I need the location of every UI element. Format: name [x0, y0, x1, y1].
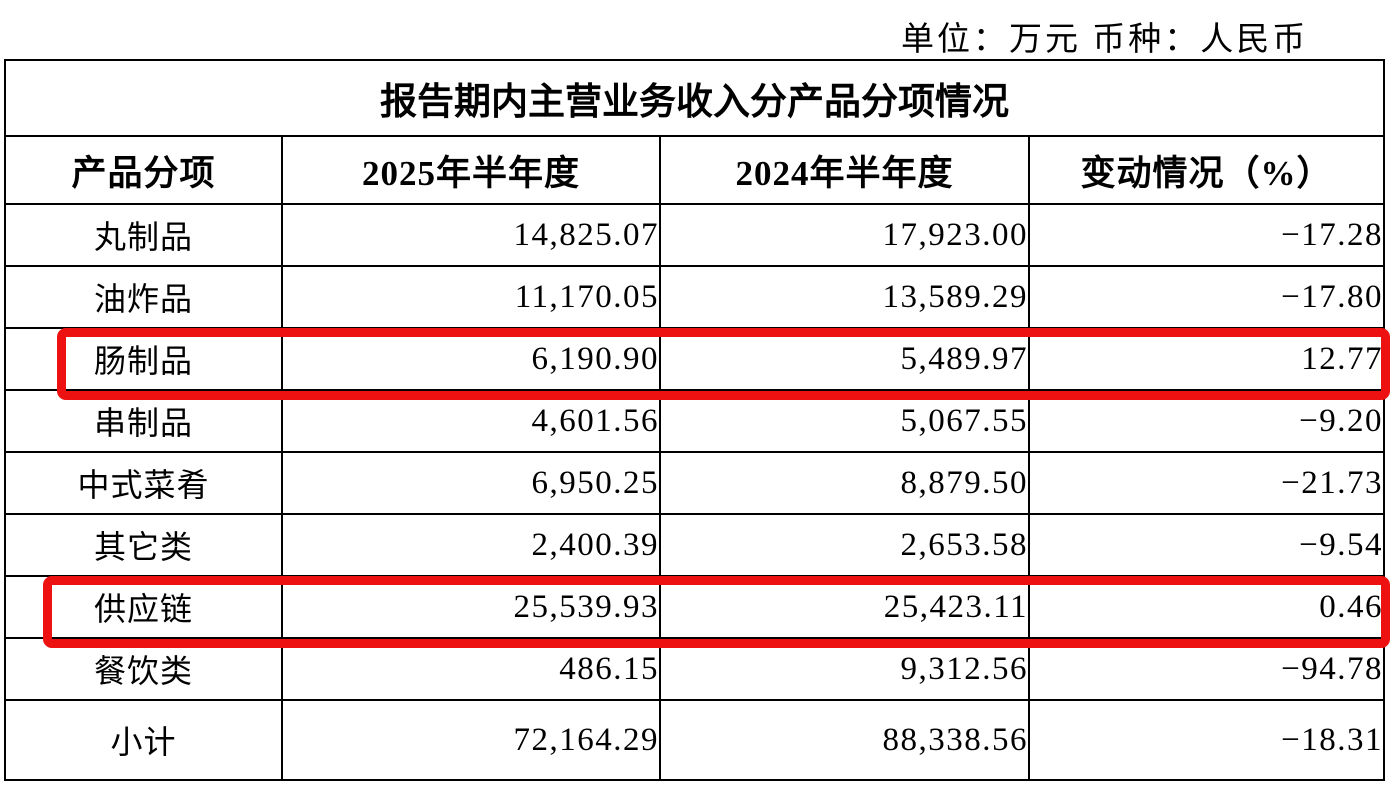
- change-cell: −17.80: [1028, 265, 1385, 329]
- change-cell: −17.28: [1028, 203, 1385, 267]
- value-2025-cell: 6,950.25: [281, 451, 661, 515]
- table-row: 串制品 4,601.56 5,067.55 −9.20: [4, 389, 1385, 453]
- value-2025-cell: 72,164.29: [281, 699, 661, 781]
- product-name-cell: 肠制品: [4, 327, 283, 391]
- product-name-cell: 其它类: [4, 513, 283, 577]
- value-2024-cell: 5,489.97: [659, 327, 1030, 391]
- change-cell: −18.31: [1028, 699, 1385, 781]
- product-name-cell: 串制品: [4, 389, 283, 453]
- value-2024-cell: 2,653.58: [659, 513, 1030, 577]
- change-cell: −21.73: [1028, 451, 1385, 515]
- table-header-row: 产品分项 2025年半年度 2024年半年度 变动情况（%）: [4, 135, 1385, 205]
- table-row: 中式菜肴 6,950.25 8,879.50 −21.73: [4, 451, 1385, 515]
- change-cell: −94.78: [1028, 637, 1385, 701]
- value-2025-cell: 6,190.90: [281, 327, 661, 391]
- unit-currency-label: 单位：万元 币种：人民币: [901, 22, 1309, 58]
- table-row: 餐饮类 486.15 9,312.56 −94.78: [4, 637, 1385, 701]
- table-row: 丸制品 14,825.07 17,923.00 −17.28: [4, 203, 1385, 267]
- table-row-highlighted: 供应链 25,539.93 25,423.11 0.46: [4, 575, 1385, 639]
- table-row-subtotal: 小计 72,164.29 88,338.56 −18.31: [4, 699, 1385, 781]
- value-2025-cell: 4,601.56: [281, 389, 661, 453]
- product-name-cell: 供应链: [4, 575, 283, 639]
- product-name-cell: 中式菜肴: [4, 451, 283, 515]
- value-2025-cell: 14,825.07: [281, 203, 661, 267]
- product-name-cell: 餐饮类: [4, 637, 283, 701]
- change-cell: −9.54: [1028, 513, 1385, 577]
- col-header-2024-half-year: 2024年半年度: [659, 135, 1030, 205]
- value-2024-cell: 88,338.56: [659, 699, 1030, 781]
- product-name-cell: 丸制品: [4, 203, 283, 267]
- table-title-row: 报告期内主营业务收入分产品分项情况: [4, 59, 1385, 137]
- value-2025-cell: 11,170.05: [281, 265, 661, 329]
- table-title: 报告期内主营业务收入分产品分项情况: [4, 59, 1385, 137]
- value-2024-cell: 8,879.50: [659, 451, 1030, 515]
- value-2025-cell: 486.15: [281, 637, 661, 701]
- table-row-highlighted: 肠制品 6,190.90 5,489.97 12.77: [4, 327, 1385, 391]
- value-2024-cell: 17,923.00: [659, 203, 1030, 267]
- change-cell: 0.46: [1028, 575, 1385, 639]
- value-2025-cell: 2,400.39: [281, 513, 661, 577]
- col-header-product: 产品分项: [4, 135, 283, 205]
- table-row: 其它类 2,400.39 2,653.58 −9.54: [4, 513, 1385, 577]
- change-cell: 12.77: [1028, 327, 1385, 391]
- col-header-2025-half-year: 2025年半年度: [281, 135, 661, 205]
- value-2024-cell: 25,423.11: [659, 575, 1030, 639]
- product-name-cell: 小计: [4, 699, 283, 781]
- revenue-by-product-table: 报告期内主营业务收入分产品分项情况 产品分项 2025年半年度 2024年半年度…: [4, 59, 1385, 781]
- value-2024-cell: 13,589.29: [659, 265, 1030, 329]
- col-header-change-percent: 变动情况（%）: [1028, 135, 1385, 205]
- value-2024-cell: 5,067.55: [659, 389, 1030, 453]
- change-cell: −9.20: [1028, 389, 1385, 453]
- table-row: 油炸品 11,170.05 13,589.29 −17.80: [4, 265, 1385, 329]
- value-2025-cell: 25,539.93: [281, 575, 661, 639]
- product-name-cell: 油炸品: [4, 265, 283, 329]
- value-2024-cell: 9,312.56: [659, 637, 1030, 701]
